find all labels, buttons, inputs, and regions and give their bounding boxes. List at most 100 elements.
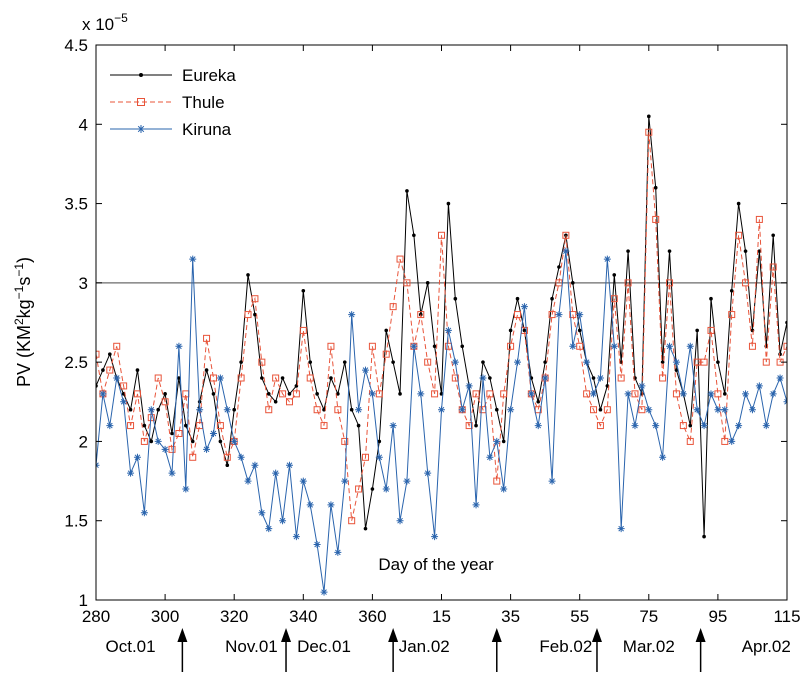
- data-point: [521, 303, 528, 310]
- data-point: [495, 408, 499, 412]
- data-point: [136, 368, 140, 372]
- month-label: Feb.02: [539, 637, 592, 656]
- legend: EurekaThuleKiruna: [110, 66, 236, 139]
- data-point: [272, 470, 279, 477]
- data-point: [528, 390, 535, 397]
- y-axis-label: PV (KM2kg−1s−1): [12, 257, 34, 387]
- data-point: [315, 392, 319, 396]
- data-point: [163, 392, 167, 396]
- data-point: [281, 376, 285, 380]
- data-point: [666, 343, 673, 350]
- data-point: [701, 422, 708, 429]
- data-point: [763, 422, 770, 429]
- data-point: [127, 470, 134, 477]
- x-tick-label: 35: [501, 607, 520, 626]
- data-point: [99, 390, 106, 397]
- data-point: [652, 422, 659, 429]
- data-point: [245, 312, 251, 318]
- data-point: [611, 343, 618, 350]
- y-tick-label: 3: [79, 274, 88, 293]
- data-point: [410, 343, 417, 350]
- data-point: [673, 359, 680, 366]
- legend-marker: [139, 73, 143, 77]
- data-point: [668, 249, 672, 253]
- data-point: [487, 391, 493, 397]
- data-point: [196, 406, 203, 413]
- series-line-thule: [96, 132, 787, 521]
- data-point: [113, 375, 120, 382]
- data-point: [156, 408, 160, 412]
- data-point: [412, 233, 416, 237]
- data-point: [403, 478, 410, 485]
- data-point: [507, 406, 514, 413]
- data-point: [279, 517, 286, 524]
- data-point: [191, 440, 195, 444]
- data-point: [638, 382, 645, 389]
- data-point: [542, 375, 549, 382]
- data-point: [728, 438, 735, 445]
- data-point: [770, 390, 777, 397]
- legend-label: Eureka: [182, 66, 236, 85]
- data-point: [535, 422, 542, 429]
- data-point: [474, 424, 478, 428]
- x-tick-label: 115: [773, 607, 800, 626]
- data-point: [189, 256, 196, 263]
- data-point: [141, 509, 148, 516]
- data-point: [569, 343, 576, 350]
- series-kiruna: [93, 248, 791, 596]
- data-point: [327, 501, 334, 508]
- data-point: [730, 289, 734, 293]
- data-point: [376, 454, 383, 461]
- y-tick-label: 2: [79, 432, 88, 451]
- data-point: [756, 382, 763, 389]
- series-eureka: [94, 115, 789, 539]
- data-point: [302, 289, 306, 293]
- data-point: [238, 454, 245, 461]
- data-point: [599, 408, 603, 412]
- arrow-marker: [281, 628, 291, 672]
- data-point: [364, 527, 368, 531]
- data-point: [405, 189, 409, 193]
- data-point: [286, 462, 293, 469]
- data-point: [245, 478, 252, 485]
- data-point: [625, 390, 632, 397]
- data-point: [210, 430, 217, 437]
- data-point: [592, 376, 596, 380]
- data-point: [260, 376, 264, 380]
- series-line-eureka: [96, 116, 787, 536]
- data-point: [723, 392, 727, 396]
- data-point: [631, 422, 638, 429]
- data-point: [438, 406, 445, 413]
- data-point: [357, 424, 361, 428]
- arrow-marker: [492, 628, 502, 672]
- data-point: [231, 438, 238, 445]
- data-point: [466, 382, 473, 389]
- data-point: [300, 478, 307, 485]
- x-tick-label: 15: [432, 607, 451, 626]
- data-point: [232, 408, 236, 412]
- data-point: [293, 533, 300, 540]
- data-point: [452, 359, 459, 366]
- y-exponent-label: x 10−5: [82, 11, 128, 34]
- data-point: [149, 440, 153, 444]
- data-point: [175, 343, 182, 350]
- data-point: [433, 344, 437, 348]
- data-point: [143, 424, 147, 428]
- data-point: [447, 202, 451, 206]
- data-point: [129, 408, 133, 412]
- data-point: [397, 517, 404, 524]
- month-label: Nov.01: [225, 637, 278, 656]
- data-point: [549, 478, 556, 485]
- data-point: [343, 360, 347, 364]
- data-point: [543, 360, 547, 364]
- data-point: [500, 486, 507, 493]
- data-point: [426, 281, 430, 285]
- legend-marker: [137, 125, 145, 133]
- x-tick-label: 280: [82, 607, 110, 626]
- data-point: [557, 265, 561, 269]
- legend-label: Kiruna: [182, 120, 232, 139]
- data-point: [714, 406, 721, 413]
- data-point: [486, 454, 493, 461]
- month-label: Jan.02: [399, 637, 450, 656]
- data-point: [265, 525, 272, 532]
